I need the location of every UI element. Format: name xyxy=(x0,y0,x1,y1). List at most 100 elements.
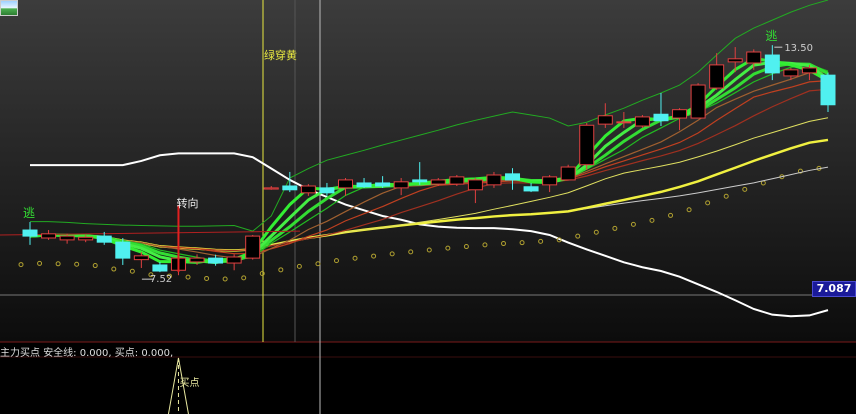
candle-body xyxy=(430,179,446,185)
candle xyxy=(709,53,725,90)
candle-body xyxy=(96,235,112,243)
sar-dot xyxy=(612,225,618,231)
sar-dot xyxy=(352,255,358,261)
sar-dot xyxy=(649,217,655,223)
candle-body xyxy=(579,124,595,166)
candle xyxy=(226,254,242,271)
sar-dot xyxy=(686,207,692,213)
candle-body xyxy=(505,173,521,181)
image-icon[interactable] xyxy=(0,0,18,16)
sar-dot xyxy=(705,200,711,206)
sar-dot xyxy=(37,260,43,266)
candle xyxy=(579,122,595,171)
candle xyxy=(115,237,131,265)
sar-dot xyxy=(259,271,265,277)
candle xyxy=(616,111,632,128)
candle xyxy=(727,47,743,73)
sar-dot xyxy=(185,274,191,280)
candle xyxy=(449,174,465,186)
candle-body xyxy=(542,176,558,186)
indicator-info: 主力买点 安全线: 0.000, 买点: 0.000, xyxy=(0,344,173,359)
candle-body xyxy=(319,187,335,194)
candle-body xyxy=(820,74,836,106)
candle xyxy=(356,178,372,188)
safe-line-value: 0.000, xyxy=(79,348,112,359)
candle-body xyxy=(245,235,261,259)
candle-body xyxy=(263,187,279,190)
candle-body xyxy=(672,109,688,119)
candle-body xyxy=(523,186,539,192)
sar-dot xyxy=(148,272,154,278)
sar-dot xyxy=(556,237,562,243)
sar-dot xyxy=(18,262,24,268)
candle xyxy=(78,234,94,243)
candle-body xyxy=(282,185,298,191)
sar-dot xyxy=(296,263,302,269)
sar-dot xyxy=(797,168,803,174)
candle-body xyxy=(597,115,613,125)
candle xyxy=(634,115,650,128)
candle-body xyxy=(616,121,632,124)
sar-dot xyxy=(445,245,451,251)
candle-body xyxy=(375,182,391,187)
candle xyxy=(393,178,409,196)
candle xyxy=(690,83,706,119)
candle-body xyxy=(467,179,483,191)
buy-point-label: 买点 xyxy=(179,377,199,389)
candle-body xyxy=(412,179,428,183)
candle xyxy=(597,103,613,128)
indicator-name: 主力买点 xyxy=(0,348,40,359)
turn-signal-label: 转向 xyxy=(176,196,198,210)
sar-dot xyxy=(241,275,247,281)
sar-dot xyxy=(389,251,395,257)
candle xyxy=(560,164,576,181)
sar-dot xyxy=(408,249,414,255)
buy-point-label: 买点: xyxy=(114,348,139,359)
candle-body xyxy=(393,181,409,189)
sar-dot xyxy=(575,233,581,239)
candle xyxy=(653,92,669,127)
sar-dot xyxy=(482,242,488,248)
candle-body xyxy=(41,233,57,239)
candle-body xyxy=(133,255,149,261)
candle-body xyxy=(634,116,650,127)
escape-signal-label: 逃 xyxy=(23,206,35,220)
candle-body xyxy=(449,176,465,185)
candle xyxy=(189,254,205,265)
candle-body xyxy=(783,69,799,77)
sar-dot xyxy=(501,241,507,247)
sar-dot xyxy=(463,244,469,250)
candle-body xyxy=(746,51,762,64)
candle xyxy=(746,49,762,70)
sar-dot xyxy=(371,253,377,259)
sar-dot xyxy=(742,186,748,192)
candle-body xyxy=(59,235,75,241)
lower-pane-background xyxy=(0,342,856,414)
candle xyxy=(486,171,502,188)
sar-dot xyxy=(333,258,339,264)
ma-line-8 xyxy=(29,71,829,259)
candle xyxy=(59,233,75,244)
sar-dot xyxy=(723,193,729,199)
candle-body xyxy=(78,236,94,241)
candle xyxy=(764,45,780,81)
candle-body xyxy=(356,182,372,188)
candle-body xyxy=(801,67,817,74)
candle-body xyxy=(300,185,316,194)
cross-signal-label: 绿穿黄 xyxy=(264,48,297,62)
high-price-label: 13.50 xyxy=(784,43,813,54)
sar-dot xyxy=(166,273,172,279)
low-price-label: 7.52 xyxy=(150,274,172,285)
sar-dot xyxy=(204,275,210,281)
main-pane-background xyxy=(0,0,856,342)
candle xyxy=(282,171,298,193)
sar-dot xyxy=(668,212,674,218)
candle xyxy=(245,234,261,260)
escape-signal-label: 逃 xyxy=(765,29,777,43)
candle-body xyxy=(690,84,706,119)
sar-dot xyxy=(278,267,284,273)
sar-dot xyxy=(593,229,599,235)
candle-body xyxy=(189,257,205,263)
